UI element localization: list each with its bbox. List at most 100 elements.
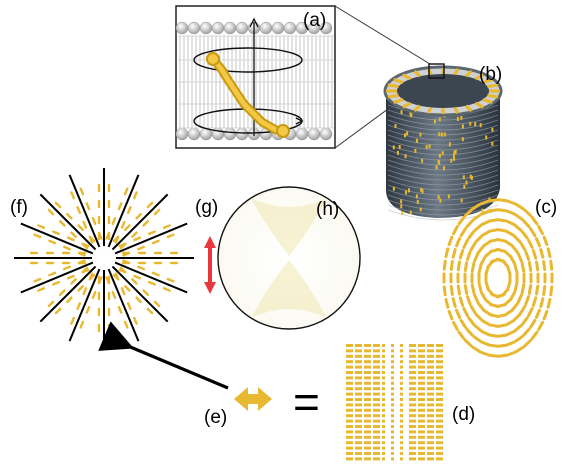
stripe-lipid [391,349,394,353]
rim-lipid [413,104,422,113]
stripe-lipid [409,354,416,358]
stripe-lipid [364,365,371,369]
stripe-lipid [391,457,394,461]
stripe-lipid [427,425,434,428]
tube-stripe [387,109,499,121]
vortex-lipid [504,319,515,327]
stripe-lipid [409,387,416,391]
stripe-lipid [382,398,385,401]
stripe-lipid [427,457,434,461]
rim-lipid [487,93,499,99]
stripe-dashes [346,344,443,461]
radial-lipid [137,245,145,251]
stripe-lipid [346,392,353,396]
vortex-lipid [519,241,527,252]
radial-lipid [33,233,42,239]
stripe-lipid [409,425,416,428]
stripe-lipid [409,376,416,380]
vortex-lipid [505,219,516,227]
stripe-lipid [391,408,394,412]
radial-spoke [68,268,101,342]
tube-rim-lipids [386,68,500,114]
stripe-lipid [346,387,353,391]
radial-lipid [142,289,150,296]
stripe-lipid [427,392,434,396]
tube-lipid [406,131,409,136]
vortex-lipid [447,235,454,247]
radial-lipid [81,268,90,274]
tube-lipid [447,194,450,199]
lipid-head [307,127,321,141]
stripe-lipid [400,344,403,347]
vortex-lipid [512,313,522,322]
stripe-lipid [355,457,362,461]
vortex-lipid [476,302,485,312]
vortex-lipid [513,263,519,274]
radial-lipid [47,300,55,308]
stripe-lipid [346,381,353,385]
stripe-lipid [391,430,394,434]
vortex-lipid [488,208,500,213]
stripe-lipid [382,360,385,364]
vortex-lipid [456,284,461,296]
vortex-lipid [467,316,476,326]
stripe-lipid [373,430,380,434]
stripe-lipid [418,376,425,380]
stripe-lipid [355,354,362,358]
stripe-lipid [436,430,443,434]
rim-lipid [464,69,473,78]
stripe-lipid [382,349,385,353]
tube-lipid [479,123,482,128]
stripe-lipid [373,371,380,374]
radial-lipid [91,217,97,225]
vortex-lipid [479,340,491,347]
vortex-lipid [549,259,554,271]
radial-lipid [135,296,142,304]
stripe-lipid [355,376,362,380]
tube-lipid [461,137,464,142]
stripe-lipid [409,344,416,347]
tube-lipid [456,116,459,121]
tube-lipid [460,115,463,120]
stripe-lipid [427,344,434,347]
lipid-head [295,127,309,141]
radial-lipid [37,287,46,292]
vortex-lipid [464,208,473,217]
vortex-lipid [451,320,459,331]
radial-lipid [151,239,160,245]
radial-lipid [166,277,175,283]
radial-lipid [58,220,66,227]
stripe-lipid [427,446,434,450]
stripe-lipid [346,371,353,374]
radial-lipid [97,276,103,285]
tube-texture [387,99,499,221]
radial-lipid [151,271,160,277]
radial-lipid [85,305,91,314]
tube-stripe [387,154,499,166]
stripe-lipid [400,354,403,358]
tube-lipid [420,187,423,192]
vortex-lipid [509,291,517,301]
stripe-lipid [364,419,371,423]
tube-lipid [465,180,468,185]
vortex-lipid [451,248,457,259]
label-h: (h) [316,199,339,220]
stripe-lipid [364,403,371,407]
radial-lipid [137,265,145,271]
radial-lipid [148,230,156,236]
stripe-lipid [391,387,394,391]
stripe-lipid [355,435,362,439]
vortex-lipid [470,261,476,273]
radial-lipid [79,187,85,196]
stripe-lipid [409,381,416,385]
stripe-lipid [400,408,403,412]
radial-lipid [131,231,138,238]
red-double-arrow [204,236,216,294]
stripe-lipid [346,354,353,358]
lipid-head [235,21,249,35]
tube-lipid [437,195,440,200]
stripe-lipid [409,414,416,418]
stripe-lipid [436,408,443,412]
radial-lipid [47,208,55,216]
stripe-lipid [364,349,371,353]
